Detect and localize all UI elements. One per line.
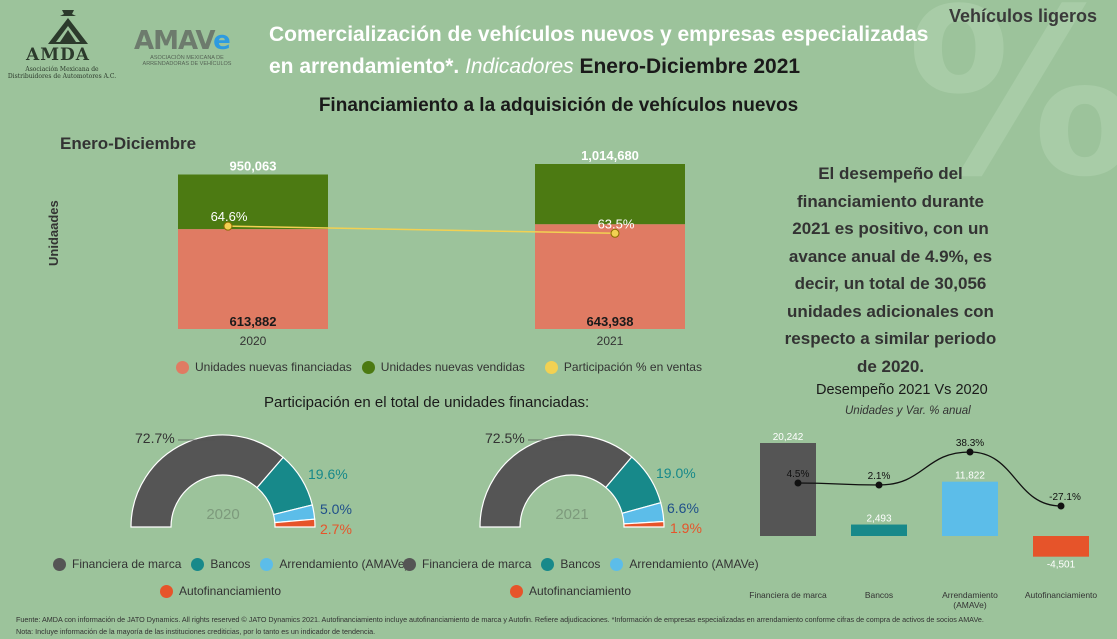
legend-2020-brand-swatch xyxy=(53,557,66,571)
financed-value-label: 643,938 xyxy=(587,314,634,329)
legend-financed-label: Unidades nuevas financiadas xyxy=(195,360,352,374)
performance-bar-1 xyxy=(851,524,907,536)
performance-category-label: Financiera de marca xyxy=(749,590,827,600)
sold-bar-2021 xyxy=(535,164,685,225)
legend-2021-auto-swatch xyxy=(510,584,523,598)
legend-financed-swatch xyxy=(176,360,189,374)
variation-label: 38.3% xyxy=(956,438,984,449)
legend-2021-lease-label: Arrendamiento (AMAVe) xyxy=(629,557,759,571)
donut-2021-legend: Financiera de marca Bancos Arrendamiento… xyxy=(403,557,759,571)
share-line xyxy=(227,225,616,235)
chart-title: Enero-Diciembre xyxy=(60,134,197,153)
legend-2020-auto-swatch xyxy=(160,584,173,598)
performance-category-label-2: (AMAVe) xyxy=(953,600,987,610)
page-title: Comercialización de vehículos nuevos y e… xyxy=(269,23,929,78)
amave-logo-subtitle: ASOCIACIÓN MEXICANA DE ARRENDADORAS DE V… xyxy=(142,55,232,67)
performance-category-label: Bancos xyxy=(865,590,893,600)
financed-value-label: 613,882 xyxy=(230,314,277,329)
legend-2020-lease-swatch xyxy=(260,557,274,571)
donut-2021-legend-row2: Autofinanciamiento xyxy=(510,584,631,598)
donut-center-label: 2021 xyxy=(555,506,588,523)
share-point xyxy=(223,221,233,231)
donut-value-label: 72.5% xyxy=(485,430,525,446)
sold-value-label: 950,063 xyxy=(230,159,277,174)
category-label: Vehículos ligeros xyxy=(948,6,1097,26)
amda-logo-subtitle: Asociación Mexicana de Distribuidores de… xyxy=(7,66,117,80)
donut-slice-2021-0 xyxy=(479,434,633,528)
variation-label: 4.5% xyxy=(787,469,810,480)
variation-point xyxy=(966,448,974,456)
summary-text: El desempeño del financiamiento durante … xyxy=(784,164,997,376)
performance-subtitle: Unidades y Var. % anual xyxy=(845,405,971,417)
bar-chart-legend: Unidades nuevas financiadas Unidades nue… xyxy=(176,360,702,374)
donut-center-label: 2020 xyxy=(206,506,239,523)
background-percent-watermark: % xyxy=(906,0,1117,228)
donut-value-label: 5.0% xyxy=(320,501,352,517)
variation-line xyxy=(797,451,1062,507)
variation-point xyxy=(1057,502,1065,510)
donut-slice-2021-3 xyxy=(623,520,665,528)
x-tick-label: 2021 xyxy=(597,334,624,348)
section-title: Financiamiento a la adquisición de vehíc… xyxy=(318,95,799,116)
legend-2021-brand-swatch xyxy=(403,557,416,571)
performance-value-label: 11,822 xyxy=(955,471,985,482)
legend-share-swatch xyxy=(544,360,558,374)
performance-category-label: Autofinanciamiento xyxy=(1025,590,1098,600)
donut-value-label: 6.6% xyxy=(667,500,699,516)
performance-bar-0 xyxy=(760,443,816,536)
sold-bar-2020 xyxy=(178,174,328,230)
legend-2020-banks-swatch xyxy=(191,557,205,571)
donut-value-label: 19.0% xyxy=(656,465,696,481)
legend-sold-label: Unidades nuevas vendidas xyxy=(380,360,525,374)
legend-share-label: Participación % en ventas xyxy=(563,360,702,374)
sold-value-label: 1,014,680 xyxy=(581,148,639,163)
legend-2021-auto-label: Autofinanciamiento xyxy=(529,584,632,598)
legend-2020-lease-label: Arrendamiento (AMAVe) xyxy=(279,557,409,571)
footer-source: Fuente: AMDA con información de JATO Dyn… xyxy=(16,615,984,624)
donut-value-label: 72.7% xyxy=(135,430,175,446)
amda-logo-text: AMDA xyxy=(26,45,90,65)
legend-2020-auto-label: Autofinanciamiento xyxy=(179,584,282,598)
performance-value-label: 2,493 xyxy=(866,514,891,525)
donut-value-label: 2.7% xyxy=(320,521,352,537)
x-tick-label: 2020 xyxy=(240,334,267,348)
share-value-label: 64.6% xyxy=(211,209,248,224)
legend-2021-banks-swatch xyxy=(541,557,555,571)
performance-bar-2 xyxy=(942,481,998,536)
footer-notes: Fuente: AMDA con información de JATO Dyn… xyxy=(16,614,1106,638)
legend-2020-banks-label: Bancos xyxy=(210,557,251,571)
footer-note: Nota: Incluye información de la mayoría … xyxy=(16,627,376,636)
donut-value-label: 19.6% xyxy=(308,466,348,482)
donut-slice-2020-3 xyxy=(274,518,316,528)
financed-bar-2020 xyxy=(178,229,328,329)
amda-logo-icon xyxy=(48,10,88,44)
performance-value-label: -4,501 xyxy=(1047,560,1076,571)
legend-2021-lease-swatch xyxy=(610,557,624,571)
legend-2021-banks-label: Bancos xyxy=(560,557,601,571)
legend-2020-brand-label: Financiera de marca xyxy=(72,557,182,571)
performance-bar-3 xyxy=(1033,536,1089,557)
share-point xyxy=(610,228,620,238)
performance-title: Desempeño 2021 Vs 2020 xyxy=(816,382,988,398)
donut-2020-legend: Financiera de marca Bancos Arrendamiento… xyxy=(53,557,409,571)
performance-value-label: 20,242 xyxy=(773,432,804,443)
variation-point xyxy=(875,481,883,489)
donut-2020-legend-row2: Autofinanciamiento xyxy=(160,584,281,598)
performance-category-label: Arrendamiento xyxy=(942,590,998,600)
share-value-label: 63.5% xyxy=(598,216,635,231)
legend-sold-swatch xyxy=(361,360,375,374)
variation-label: 2.1% xyxy=(868,471,891,482)
participation-title: Participación en el total de unidades fi… xyxy=(264,394,590,411)
legend-2021-brand-label: Financiera de marca xyxy=(422,557,532,571)
variation-point xyxy=(794,479,802,487)
donut-value-label: 1.9% xyxy=(670,520,702,536)
amave-logo-text: AMAVe xyxy=(134,26,231,56)
financed-bar-2021 xyxy=(535,224,685,329)
variation-label: -27.1% xyxy=(1049,492,1081,503)
donut-slice-2020-0 xyxy=(130,434,285,528)
